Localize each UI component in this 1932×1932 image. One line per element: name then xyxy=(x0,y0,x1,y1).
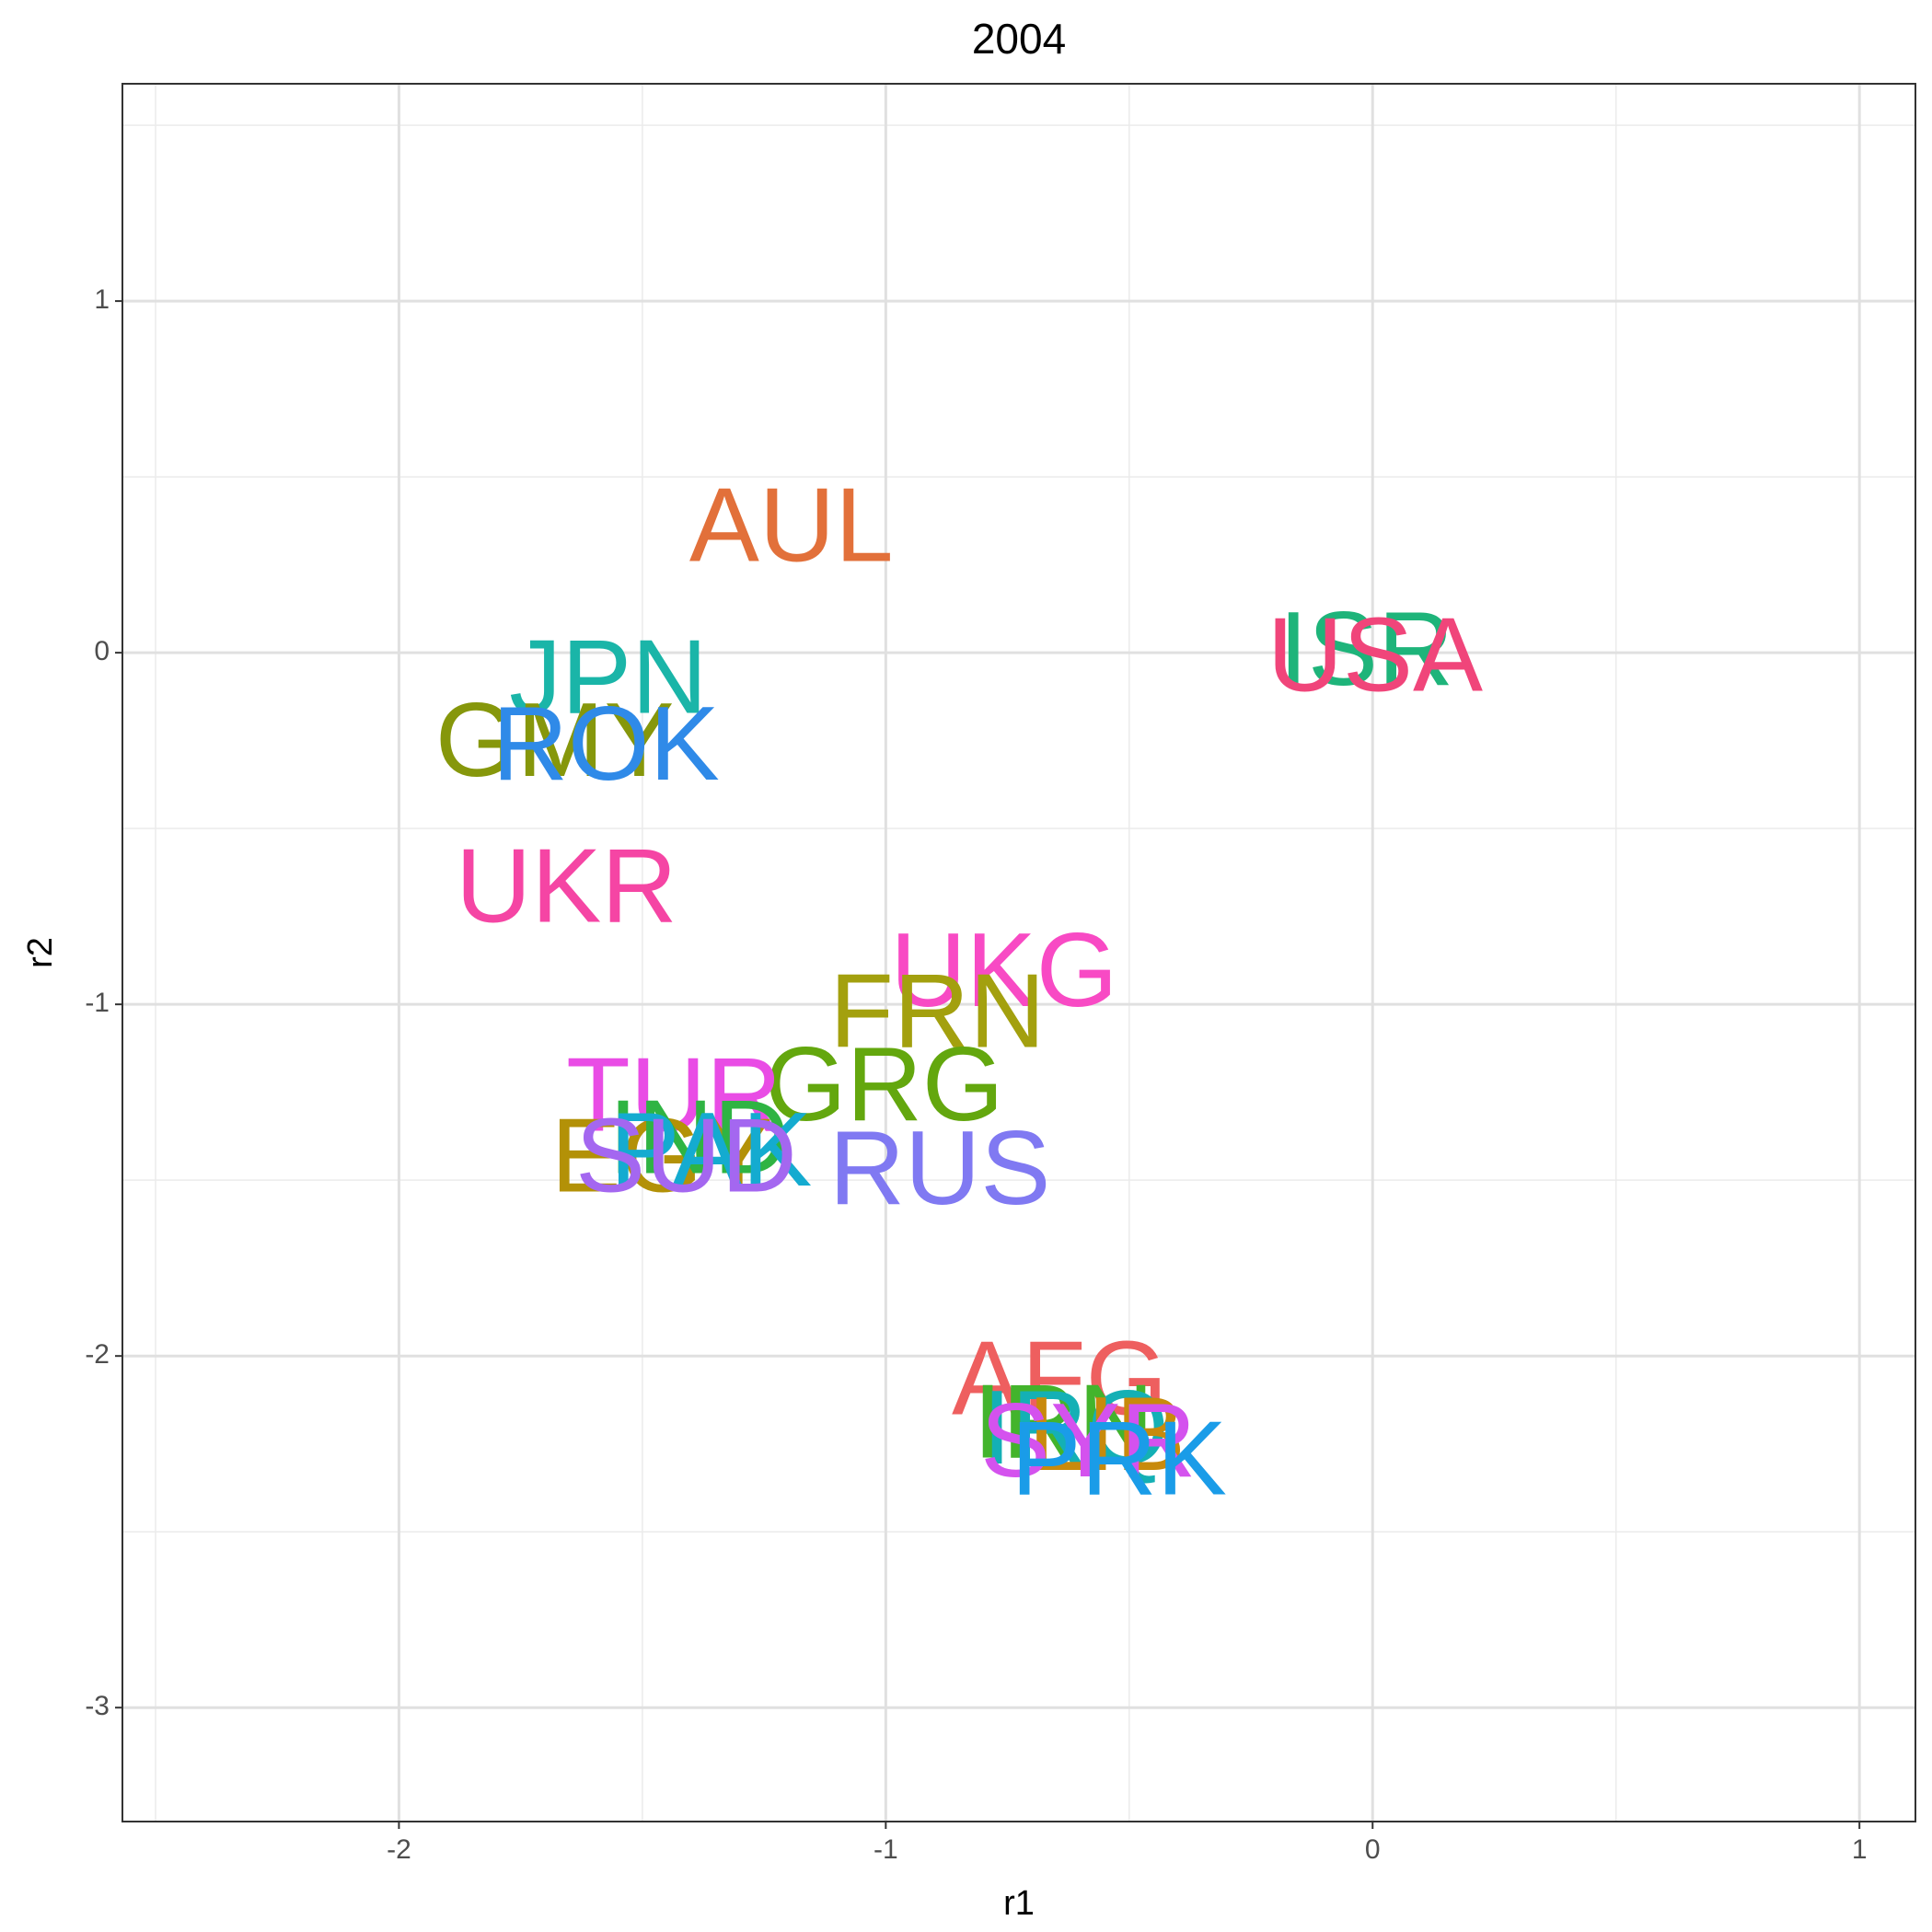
point-label: GRG xyxy=(765,1026,1004,1143)
point-label: ROK xyxy=(492,686,720,803)
point-label: IND xyxy=(608,1079,789,1196)
point-label: AUL xyxy=(689,467,894,584)
x-tick-label: -2 xyxy=(387,1834,411,1865)
point-label: IRQ xyxy=(982,1370,1169,1487)
y-tick-label: -3 xyxy=(85,1691,110,1721)
x-tick-label: 1 xyxy=(1852,1834,1868,1865)
plot-border xyxy=(121,83,1916,1822)
point-label: USA xyxy=(1267,596,1483,713)
point-label: TUR xyxy=(566,1037,781,1154)
point-label: ISR xyxy=(1278,591,1453,708)
y-tick-label: 0 xyxy=(94,636,110,666)
point-label: FRN xyxy=(829,953,1045,1070)
point-label: SUD xyxy=(575,1098,797,1215)
point-label: GMY xyxy=(435,682,675,799)
point-label: SYR xyxy=(980,1382,1196,1499)
point-label: UKG xyxy=(890,912,1117,1029)
x-tick-label: -1 xyxy=(873,1834,898,1865)
y-tick-label: -1 xyxy=(85,988,110,1018)
point-label: EGY xyxy=(551,1098,773,1215)
y-tick-label: -2 xyxy=(85,1339,110,1370)
y-axis-title: r2 xyxy=(21,937,60,968)
x-tick-label: 0 xyxy=(1365,1834,1381,1865)
point-label: AFG xyxy=(952,1321,1167,1438)
point-label: IRN xyxy=(973,1364,1153,1481)
chart-title: 2004 xyxy=(972,15,1066,63)
point-label: LIB xyxy=(1028,1376,1186,1493)
x-axis-title: r1 xyxy=(1003,1884,1035,1923)
point-label: UKR xyxy=(456,828,677,945)
point-label: JPN xyxy=(509,619,707,735)
point-label: PRK xyxy=(1011,1401,1226,1518)
point-label: RUS xyxy=(829,1110,1051,1227)
point-label: PAK xyxy=(610,1092,813,1209)
y-tick-label: 1 xyxy=(94,284,110,315)
